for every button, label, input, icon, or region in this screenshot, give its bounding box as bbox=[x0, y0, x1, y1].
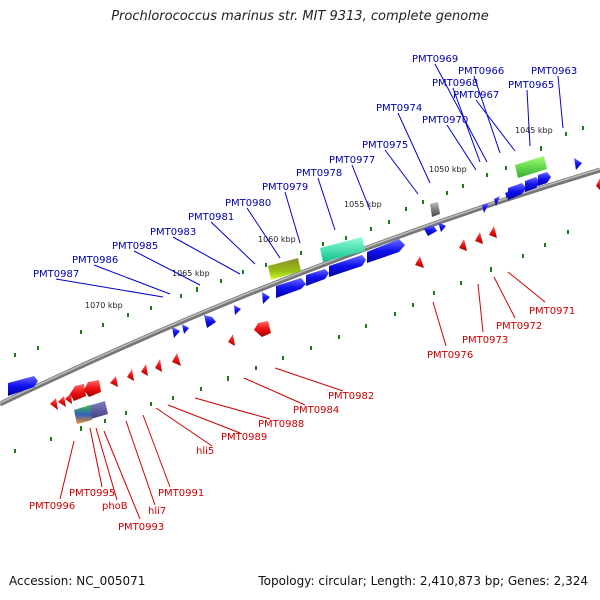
gene-arrow[interactable] bbox=[50, 398, 58, 410]
gene-arrow[interactable] bbox=[65, 393, 72, 404]
gene-arrow[interactable] bbox=[438, 222, 446, 232]
feature-block[interactable] bbox=[515, 156, 547, 178]
feature-block[interactable] bbox=[268, 258, 301, 280]
gene-label[interactable]: PMT0984 bbox=[293, 405, 339, 416]
gene-label[interactable]: PMT0969 bbox=[412, 54, 458, 65]
gene-label[interactable]: PMT0988 bbox=[258, 419, 304, 430]
gene-arrow[interactable] bbox=[276, 278, 306, 298]
gene-label[interactable]: PMT0971 bbox=[529, 306, 575, 317]
gene-arrow[interactable] bbox=[459, 239, 467, 251]
scale-label: 1070 kbp bbox=[85, 301, 123, 310]
gene-arrow[interactable] bbox=[262, 292, 270, 304]
feature-block[interactable] bbox=[320, 237, 365, 262]
gene-arrow[interactable] bbox=[204, 315, 216, 328]
gene-arrow[interactable] bbox=[415, 256, 424, 268]
gene-arrow[interactable] bbox=[424, 225, 437, 236]
gene-arrow[interactable] bbox=[182, 324, 189, 334]
feature-block[interactable] bbox=[74, 405, 92, 424]
gene-arrow[interactable] bbox=[110, 376, 118, 387]
gene-arrow[interactable] bbox=[127, 369, 134, 381]
scale-label: 1055 kbp bbox=[344, 200, 382, 209]
gene-label[interactable]: hli5 bbox=[196, 446, 214, 457]
gene-arrow[interactable] bbox=[596, 178, 600, 190]
feature-block[interactable] bbox=[430, 202, 440, 217]
gene-label[interactable]: PMT0987 bbox=[33, 269, 79, 280]
gene-label[interactable]: PMT0982 bbox=[328, 391, 374, 402]
gene-arrow[interactable] bbox=[8, 376, 38, 396]
gene-arrow[interactable] bbox=[84, 380, 101, 397]
gene-arrow[interactable] bbox=[58, 396, 66, 407]
gene-arrow[interactable] bbox=[525, 177, 540, 192]
feature-blocks bbox=[74, 156, 547, 424]
gene-arrow[interactable] bbox=[172, 353, 181, 366]
gene-label[interactable]: PMT0986 bbox=[72, 255, 118, 266]
top-gene-labels: PMT0969 PMT0966 PMT0963 PMT0968 PMT0965 … bbox=[33, 54, 577, 280]
gene-arrow[interactable] bbox=[482, 203, 489, 213]
scale-labels: 1045 kbp 1050 kbp 1055 kbp 1060 kbp 1065… bbox=[85, 126, 553, 310]
page-title: Prochlorococcus marinus str. MIT 9313, c… bbox=[111, 9, 489, 24]
gene-label[interactable]: PMT0989 bbox=[221, 432, 267, 443]
gene-label[interactable]: PMT0963 bbox=[531, 66, 577, 77]
gene-label[interactable]: PMT0972 bbox=[496, 321, 542, 332]
feature-block[interactable] bbox=[88, 401, 108, 419]
gene-arrow[interactable] bbox=[538, 172, 551, 186]
bottom-leader-lines bbox=[59, 271, 546, 520]
gc-dots-bottom bbox=[14, 230, 569, 453]
gene-label[interactable]: PMT0976 bbox=[427, 350, 473, 361]
gene-arrow[interactable] bbox=[494, 196, 500, 206]
scale-label: 1045 kbp bbox=[515, 126, 553, 135]
accession-text: Accession: NC_005071 bbox=[9, 574, 146, 588]
gene-label[interactable]: PMT0967 bbox=[453, 90, 499, 101]
gene-label[interactable]: hli7 bbox=[148, 506, 166, 517]
gene-label[interactable]: PMT0980 bbox=[225, 198, 271, 209]
reverse-genes bbox=[50, 178, 600, 410]
gene-label[interactable]: PMT0977 bbox=[329, 155, 375, 166]
gene-arrow[interactable] bbox=[306, 269, 329, 286]
gene-arrow[interactable] bbox=[172, 327, 180, 338]
top-leader-lines bbox=[55, 63, 564, 298]
gene-label[interactable]: PMT0970 bbox=[422, 115, 468, 126]
gene-arrow[interactable] bbox=[155, 359, 162, 372]
gene-arrow[interactable] bbox=[254, 321, 271, 337]
gene-label[interactable]: PMT0978 bbox=[296, 168, 342, 179]
scale-label: 1060 kbp bbox=[258, 235, 296, 244]
bottom-gene-labels: PMT0971 PMT0972 PMT0973 PMT0976 PMT0982 … bbox=[29, 306, 575, 533]
gene-label[interactable]: PMT0983 bbox=[150, 227, 196, 238]
gene-arrow[interactable] bbox=[574, 158, 582, 170]
gene-label[interactable]: PMT0981 bbox=[188, 212, 234, 223]
gene-label[interactable]: PMT0974 bbox=[376, 103, 422, 114]
gene-label[interactable]: PMT0968 bbox=[432, 78, 478, 89]
gene-arrow[interactable] bbox=[228, 334, 235, 346]
gene-label[interactable]: PMT0979 bbox=[262, 182, 308, 193]
gene-arrow[interactable] bbox=[367, 239, 405, 263]
gene-label[interactable]: PMT0996 bbox=[29, 501, 75, 512]
gene-arrow[interactable] bbox=[489, 226, 497, 238]
gene-label[interactable]: PMT0993 bbox=[118, 522, 164, 533]
gene-arrow[interactable] bbox=[329, 255, 366, 277]
gene-label[interactable]: PMT0966 bbox=[458, 66, 504, 77]
gene-label[interactable]: PMT0995 bbox=[69, 488, 115, 499]
scale-label: 1050 kbp bbox=[429, 165, 467, 174]
scale-label: 1065 kbp bbox=[172, 269, 210, 278]
gene-arrow[interactable] bbox=[508, 183, 526, 200]
gene-label[interactable]: PMT0991 bbox=[158, 488, 204, 499]
genome-summary-text: Topology: circular; Length: 2,410,873 bp… bbox=[258, 574, 588, 588]
gene-arrow[interactable] bbox=[70, 384, 86, 401]
gene-label[interactable]: PMT0965 bbox=[508, 80, 554, 91]
gene-label[interactable]: PMT0973 bbox=[462, 335, 508, 346]
gene-label[interactable]: phoB bbox=[102, 501, 128, 512]
gene-arrow[interactable] bbox=[141, 364, 148, 376]
gene-label[interactable]: PMT0985 bbox=[112, 241, 158, 252]
gene-arrow[interactable] bbox=[234, 305, 241, 315]
gene-label[interactable]: PMT0975 bbox=[362, 140, 408, 151]
forward-genes bbox=[8, 158, 582, 396]
gene-arrow[interactable] bbox=[475, 232, 483, 244]
gc-dots-top bbox=[14, 126, 584, 357]
